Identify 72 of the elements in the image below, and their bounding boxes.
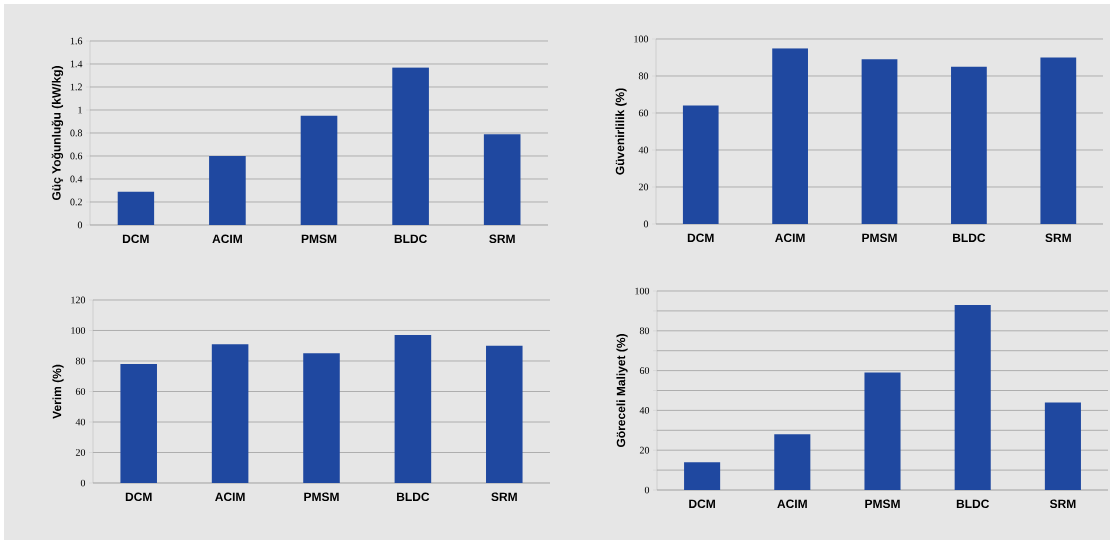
y-tick-label: 0.6: [70, 152, 83, 160]
bar: [120, 364, 157, 483]
bar: [486, 345, 523, 483]
y-tick-label: 100: [71, 327, 86, 334]
x-tick-label: ACIM: [775, 233, 805, 243]
y-tick-label: 20: [639, 446, 650, 454]
x-tick-label: DCM: [122, 234, 149, 244]
x-tick-label: ACIM: [777, 499, 807, 509]
y-tick-label: 100: [634, 35, 649, 43]
y-tick-label: 60: [639, 367, 650, 374]
bar: [774, 434, 811, 490]
bar: [682, 105, 719, 224]
y-tick-label: 40: [639, 407, 650, 414]
y-axis-title: Verim (%): [52, 364, 64, 419]
bar: [300, 115, 338, 225]
x-tick-label: BLDC: [956, 499, 990, 509]
x-tick-label: SRM: [489, 234, 515, 244]
y-tick-label: 0: [77, 221, 83, 229]
y-tick-label: 0: [643, 220, 649, 228]
bar: [117, 191, 155, 225]
y-tick-label: 40: [638, 146, 649, 154]
x-tick-label: DCM: [687, 233, 714, 243]
x-tick-label: DCM: [689, 499, 715, 509]
y-tick-label: 120: [71, 296, 86, 304]
bar: [954, 304, 991, 490]
x-tick-label: PMSM: [862, 233, 897, 243]
y-tick-label: 1.4: [70, 60, 83, 68]
y-tick-label: 0: [80, 479, 86, 487]
x-tick-label: PMSM: [301, 234, 337, 244]
y-axis-title: Güvenirlilik (%): [615, 88, 627, 175]
y-tick-label: 1.6: [70, 37, 83, 45]
x-tick-label: DCM: [125, 492, 152, 502]
bar: [209, 156, 246, 225]
x-tick-label: ACIM: [212, 234, 242, 244]
y-tick-label: 60: [75, 388, 86, 395]
bar: [684, 462, 721, 490]
y-tick-label: 100: [635, 287, 650, 295]
bar: [1040, 57, 1077, 224]
bar: [1044, 402, 1081, 490]
y-tick-label: 40: [75, 418, 86, 426]
y-tick-label: 80: [639, 327, 650, 335]
x-tick-label: BLDC: [394, 234, 427, 244]
x-tick-label: BLDC: [953, 233, 986, 243]
x-tick-label: PMSM: [304, 492, 339, 502]
y-tick-label: 1: [78, 106, 82, 114]
y-tick-label: 0.2: [70, 198, 82, 206]
x-tick-label: SRM: [1045, 233, 1071, 243]
bar: [303, 353, 340, 483]
bar: [394, 335, 432, 483]
bar: [392, 67, 429, 225]
y-tick-label: 80: [75, 357, 86, 365]
y-tick-label: 1.2: [70, 83, 82, 91]
bar: [951, 66, 987, 224]
x-tick-label: ACIM: [215, 492, 245, 502]
y-tick-label: 0.8: [70, 129, 83, 137]
y-axis-title: Göreceli Maliyet (%): [616, 334, 628, 448]
bar: [861, 59, 898, 224]
y-tick-label: 20: [638, 183, 649, 191]
bar: [772, 48, 808, 224]
x-tick-label: SRM: [1049, 499, 1076, 509]
y-tick-label: 20: [75, 449, 86, 456]
bar: [211, 344, 249, 483]
y-tick-label: 80: [638, 72, 649, 80]
y-axis-title: Güç Yoğunluğu (kW/kg): [51, 66, 64, 201]
y-tick-label: 0: [644, 486, 650, 494]
bar: [864, 372, 901, 490]
x-tick-label: SRM: [491, 492, 517, 502]
x-tick-label: PMSM: [865, 499, 900, 509]
y-tick-label: 60: [638, 109, 649, 117]
y-tick-label: 0.4: [70, 175, 83, 183]
x-tick-label: BLDC: [397, 492, 430, 502]
bar: [483, 134, 521, 225]
